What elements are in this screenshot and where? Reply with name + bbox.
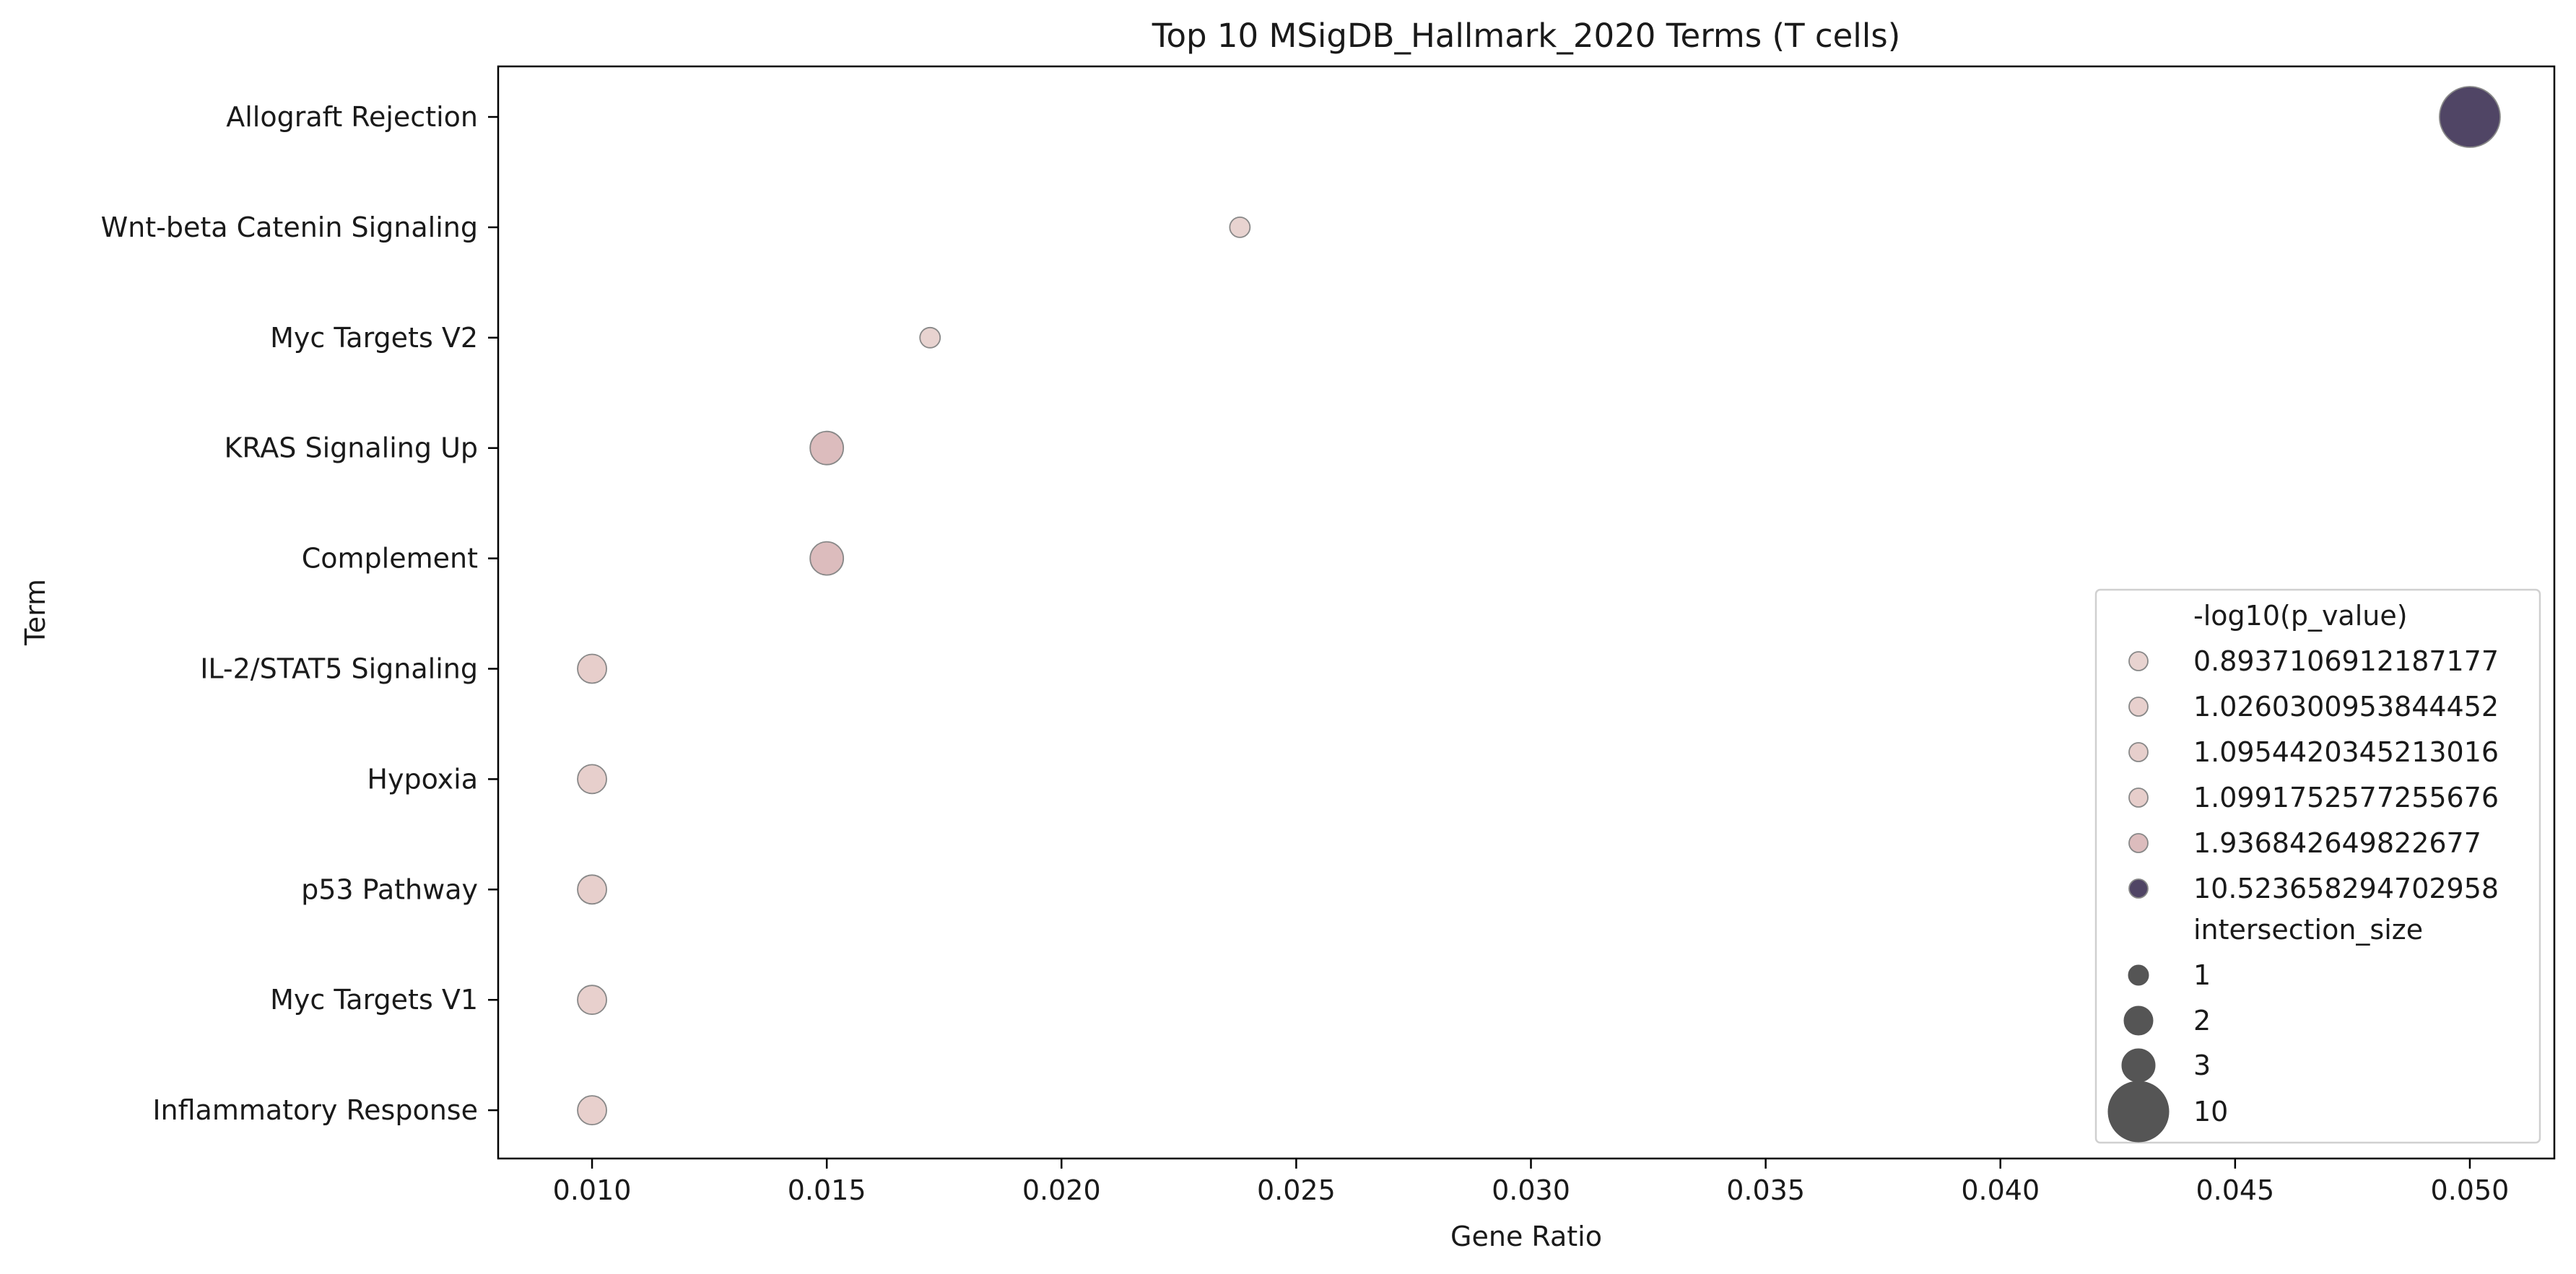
legend-size-label: 2 [2193, 1005, 2211, 1037]
legend-hue-label: 1.0260300953844452 [2193, 691, 2499, 723]
legend-size-label: 3 [2193, 1050, 2211, 1081]
legend-hue-label: 10.523658294702958 [2193, 873, 2499, 904]
legend-hue-label: 1.936842649822677 [2193, 827, 2481, 859]
legend-hue-marker [2128, 833, 2149, 853]
legend-hue-marker [2128, 742, 2149, 762]
x-tick-label: 0.010 [553, 1174, 632, 1206]
legend-hue-marker [2128, 878, 2149, 899]
y-axis: Allograft Rejection Wnt-beta Catenin Sign… [101, 101, 498, 1126]
x-tick-label: 0.030 [1492, 1174, 1570, 1206]
legend: -log10(p_value) 0.8937106912187177 1.02603… [2094, 588, 2541, 1144]
y-tick-label: p53 Pathway [301, 873, 478, 905]
plot-area [577, 86, 2501, 1125]
x-tick-label: 0.045 [2196, 1174, 2274, 1206]
legend-size-title: intersection_size [2193, 914, 2423, 946]
legend-hue-title: -log10(p_value) [2193, 600, 2408, 632]
legend-size-marker [2121, 1048, 2156, 1083]
legend-hue-label: 0.8937106912187177 [2193, 645, 2499, 677]
y-tick-label: Inflammatory Response [152, 1094, 478, 1126]
y-tick-label: Allograft Rejection [226, 101, 478, 133]
data-point [2439, 86, 2501, 148]
data-point [1229, 216, 1251, 238]
legend-size-marker [2107, 1081, 2170, 1143]
legend-size-label: 10 [2193, 1096, 2228, 1127]
y-tick-label: Complement [302, 543, 478, 575]
legend-hue-marker [2128, 697, 2149, 717]
legend-size-marker [2128, 964, 2149, 986]
x-tick-label: 0.015 [788, 1174, 866, 1206]
x-tick-label: 0.035 [1726, 1174, 1805, 1206]
legend-size-label: 1 [2193, 959, 2211, 991]
data-point [577, 874, 607, 905]
legend-size-marker [2123, 1005, 2154, 1036]
y-tick-label: Hypoxia [367, 763, 478, 795]
plot-frame [497, 65, 2556, 1160]
data-point [577, 985, 607, 1016]
data-point [809, 430, 845, 466]
y-tick-label: Wnt-beta Catenin Signaling [101, 211, 478, 243]
x-axis: 0.010 0.015 0.020 0.025 0.030 0.035 0.040 0.045… [553, 1159, 2510, 1206]
x-axis-label: Gene Ratio [1450, 1221, 1602, 1252]
y-tick-label: Myc Targets V2 [270, 322, 478, 354]
data-point [577, 653, 607, 684]
data-point [919, 326, 941, 349]
y-tick-label: KRAS Signaling Up [225, 432, 478, 464]
y-tick-label: Myc Targets V1 [270, 984, 478, 1016]
legend-hue-label: 1.0954420345213016 [2193, 736, 2499, 768]
y-tick-label: IL-2/STAT5 Signaling [200, 653, 478, 685]
legend-hue-marker [2128, 787, 2149, 808]
legend-hue-marker [2128, 651, 2149, 671]
x-tick-label: 0.020 [1022, 1174, 1101, 1206]
chart-title: Top 10 MSigDB_Hallmark_2020 Terms (T cel… [1152, 17, 1901, 55]
data-point [577, 1095, 607, 1125]
legend-box [2094, 588, 2541, 1144]
y-axis-label: Term [19, 579, 51, 646]
x-tick-label: 0.050 [2431, 1174, 2510, 1206]
x-tick-label: 0.025 [1257, 1174, 1336, 1206]
data-point [577, 764, 607, 795]
legend-hue-label: 1.0991752577255676 [2193, 782, 2499, 813]
x-tick-label: 0.040 [1961, 1174, 2040, 1206]
data-point [809, 541, 845, 576]
